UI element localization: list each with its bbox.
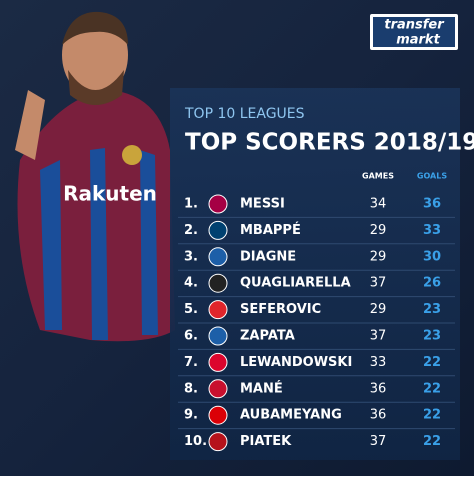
goals: 26: [423, 276, 441, 291]
rank: 2.: [184, 223, 198, 238]
player-name: QUAGLIARELLA: [240, 276, 351, 291]
goals: 22: [423, 381, 441, 396]
games: 33: [370, 355, 387, 370]
rank: 10.: [184, 434, 207, 449]
club-crest: [208, 273, 228, 293]
player-name: DIAGNE: [240, 249, 296, 264]
club-crest: [208, 379, 228, 399]
rank: 9.: [184, 408, 198, 423]
rank: 1.: [184, 197, 198, 212]
club-crest: [208, 326, 228, 346]
goals: 33: [423, 223, 441, 238]
player-name: ZAPATA: [240, 329, 295, 344]
logo: transfer markt: [370, 14, 458, 50]
goals: 22: [423, 434, 441, 449]
games: 34: [370, 197, 387, 212]
games: 36: [370, 381, 387, 396]
club-crest: [208, 220, 228, 240]
goals: 36: [423, 197, 441, 212]
player-name: AUBAMEYANG: [240, 408, 342, 423]
logo-text: transfer: [384, 18, 445, 33]
goals: 23: [423, 329, 441, 344]
player-name: LEWANDOWSKI: [240, 355, 352, 370]
rank: 7.: [184, 355, 198, 370]
title: TOP SCORERS 2018/19: [185, 130, 474, 156]
club-crest: [208, 247, 228, 267]
logo-text: markt: [396, 33, 440, 48]
goals: 30: [423, 249, 441, 264]
games: 37: [370, 434, 387, 449]
games: 29: [370, 302, 387, 317]
player-name: SEFEROVIC: [240, 302, 321, 317]
club-crest: [208, 432, 228, 452]
rank: 8.: [184, 381, 198, 396]
rank: 5.: [184, 302, 198, 317]
goals: 22: [423, 408, 441, 423]
goals: 23: [423, 302, 441, 317]
player-name: MESSI: [240, 197, 285, 212]
games: 29: [370, 249, 387, 264]
goals: 22: [423, 355, 441, 370]
player-name: MANÉ: [240, 380, 283, 396]
table: GAMES GOALS 1. MESSI 34 36 2. MBAPPÉ 29 33 3. DIAGN…: [178, 172, 455, 452]
rank: 3.: [184, 249, 198, 264]
svg-text:Rakuten: Rakuten: [63, 182, 157, 206]
column-header: GAMES: [362, 172, 394, 181]
club-crest: [208, 194, 228, 214]
games: 37: [370, 276, 387, 291]
rank: 4.: [184, 276, 198, 291]
club-crest: [208, 352, 228, 372]
player-figure: Rakuten: [15, 11, 175, 342]
games: 29: [370, 223, 387, 238]
player-name: PIATEK: [240, 434, 292, 449]
player-name: MBAPPÉ: [240, 222, 301, 238]
subtitle: TOP 10 LEAGUES: [184, 106, 305, 122]
games: 36: [370, 408, 387, 423]
games: 37: [370, 329, 387, 344]
club-crest: [208, 405, 228, 425]
club-crest: [208, 300, 228, 320]
column-header: GOALS: [417, 172, 447, 181]
rank: 6.: [184, 329, 198, 344]
